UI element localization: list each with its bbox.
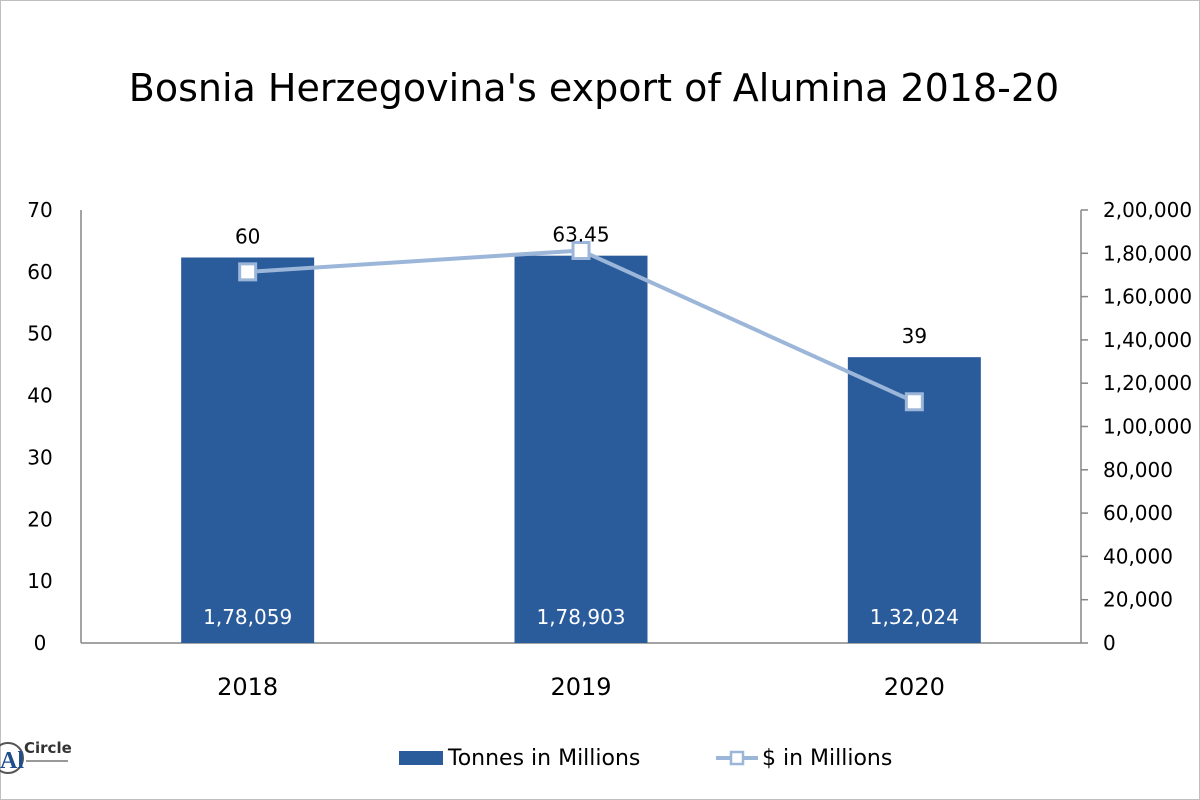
chart-axes: 0 10 20 30 40 50 60 70 0 20,000 40,000 60,000 80,000… (27, 198, 1192, 701)
line-value-label: 63.45 (552, 223, 609, 247)
y-secondary-tick-label: 0 (1103, 631, 1116, 655)
bar-value-label: 1,78,903 (536, 605, 625, 629)
y-primary-tick-label: 0 (34, 631, 47, 655)
line-marker (238, 262, 258, 282)
y-secondary-tick-label: 1,20,000 (1103, 371, 1192, 395)
y-primary-tick-label: 50 (27, 322, 52, 346)
legend-label-dollars: $ in Millions (762, 746, 892, 771)
y-primary-tick-label: 10 (27, 569, 52, 593)
line-value-label: 60 (235, 225, 260, 249)
legend-label-tonnes: Tonnes in Millions (447, 746, 640, 771)
y-secondary-tick-label: 2,00,000 (1103, 198, 1192, 222)
aluminium-circle-logo: Al Circle (0, 739, 72, 774)
line-value-label: 39 (902, 324, 927, 348)
x-category-label: 2018 (217, 673, 278, 701)
legend-marker-dollars (729, 750, 745, 766)
bar-tonnes (181, 257, 315, 643)
legend-swatch-tonnes (399, 751, 443, 765)
line-marker (571, 241, 591, 261)
y-primary-tick-label: 70 (27, 198, 52, 222)
bar-series (181, 255, 981, 644)
y-primary-tick-label: 40 (27, 384, 52, 408)
y-secondary-tick-label: 1,80,000 (1103, 241, 1192, 265)
y-primary-tick-label: 20 (27, 507, 52, 531)
y-secondary-tick-label: 60,000 (1103, 501, 1173, 525)
line-series (238, 241, 924, 412)
bar-value-label: 1,32,024 (870, 605, 959, 629)
x-category-label: 2020 (884, 673, 945, 701)
bar-tonnes (514, 255, 648, 644)
y-secondary-tick-label: 1,40,000 (1103, 328, 1192, 352)
y-secondary-tick-label: 20,000 (1103, 588, 1173, 612)
chart-title: Bosnia Herzegovina's export of Alumina 2… (129, 66, 1059, 110)
y-secondary-tick-label: 1,60,000 (1103, 285, 1192, 309)
logo-ring (0, 742, 24, 774)
data-labels: 1,78,059 1,78,903 1,32,024 60 63.45 39 (203, 223, 959, 629)
logo-text: Circle (24, 739, 72, 757)
x-category-label: 2019 (550, 673, 611, 701)
y-secondary-tick-label: 40,000 (1103, 544, 1173, 568)
logo-mark: Al (0, 748, 24, 774)
legend: Tonnes in Millions $ in Millions (399, 746, 892, 771)
y-primary-tick-label: 30 (27, 445, 52, 469)
line-marker (904, 392, 924, 412)
y-secondary-tick-label: 1,00,000 (1103, 415, 1192, 439)
bar-value-label: 1,78,059 (203, 605, 292, 629)
y-secondary-tick-label: 80,000 (1103, 458, 1173, 482)
y-primary-tick-label: 60 (27, 260, 52, 284)
